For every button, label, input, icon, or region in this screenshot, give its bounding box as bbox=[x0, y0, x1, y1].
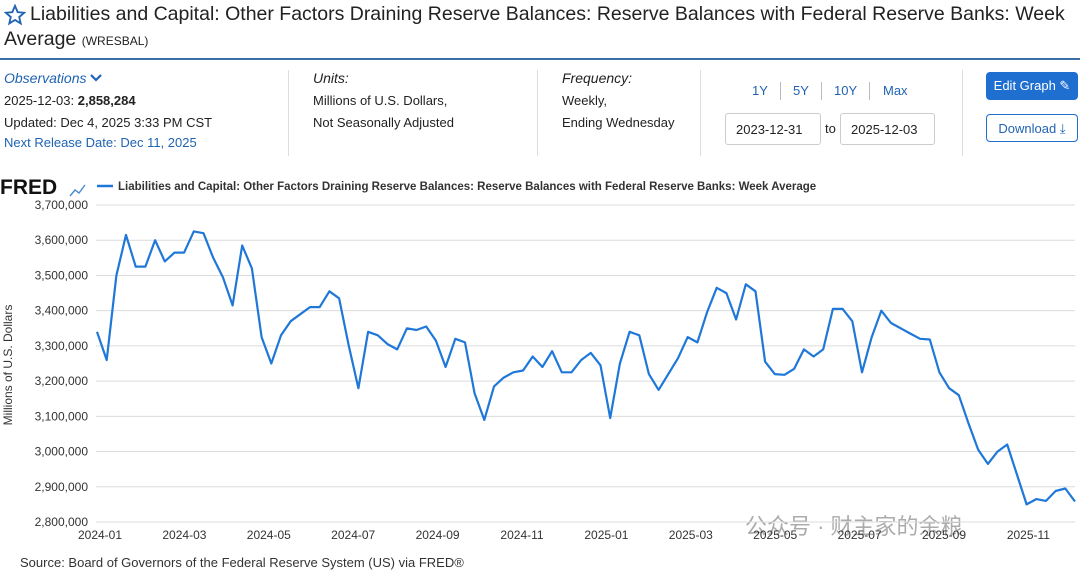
x-tick-label: 2024-05 bbox=[247, 528, 291, 542]
download-button[interactable]: Download ⤓ bbox=[986, 114, 1078, 142]
y-tick-label: 3,100,000 bbox=[35, 409, 89, 423]
page-title: Liabilities and Capital: Other Factors D… bbox=[4, 2, 1078, 54]
y-axis-label: Millions of U.S. Dollars bbox=[1, 305, 15, 426]
units-line: Millions of U.S. Dollars, bbox=[313, 93, 448, 108]
divider bbox=[537, 70, 538, 156]
start-date-input[interactable]: 2023-12-31 bbox=[725, 113, 821, 145]
divider bbox=[962, 70, 963, 156]
x-tick-label: 2024-11 bbox=[500, 528, 543, 542]
divider bbox=[288, 70, 289, 156]
data-line bbox=[95, 230, 1076, 506]
obs-value: 2,858,284 bbox=[77, 93, 136, 108]
x-tick-label: 2024-03 bbox=[162, 528, 206, 542]
x-tick-label: 2025-01 bbox=[584, 528, 628, 542]
series-id: (WRESBAL) bbox=[81, 34, 149, 48]
title-rule bbox=[0, 58, 1080, 60]
units-label: Units: bbox=[313, 70, 349, 86]
title-text: Liabilities and Capital: Other Factors D… bbox=[4, 3, 1065, 50]
frequency-label: Frequency: bbox=[562, 70, 633, 86]
watermark: 公众号 · 财主家的余粮 bbox=[745, 514, 963, 539]
updated: Updated: Dec 4, 2025 3:33 PM CST bbox=[4, 115, 213, 130]
y-tick-label: 3,700,000 bbox=[35, 198, 89, 212]
fred-logo: FRED bbox=[0, 176, 57, 199]
latest-observation: 2025-12-03: 2,858,284 bbox=[4, 90, 136, 112]
end-date-input[interactable]: 2025-12-03 bbox=[840, 113, 935, 145]
obs-date: 2025-12-03: bbox=[4, 93, 75, 108]
y-tick-label: 3,600,000 bbox=[35, 233, 89, 247]
divider bbox=[700, 70, 701, 156]
x-tick-label: 2025-09 bbox=[922, 528, 966, 542]
y-tick-label: 3,400,000 bbox=[35, 304, 89, 318]
x-tick-label: 2024-01 bbox=[78, 528, 122, 542]
x-tick-label: 2024-09 bbox=[416, 528, 460, 542]
button-text: Edit Graph bbox=[993, 78, 1056, 93]
range-button[interactable]: 1Y bbox=[740, 82, 781, 100]
next-release[interactable]: Next Release Date: Dec 11, 2025 bbox=[4, 135, 197, 150]
legend-label: Liabilities and Capital: Other Factors D… bbox=[118, 181, 816, 193]
range-to: to bbox=[825, 121, 836, 136]
observations-link[interactable]: Observations bbox=[4, 70, 103, 86]
x-tick-label: 2025-07 bbox=[838, 528, 882, 542]
x-tick-label: 2025-03 bbox=[669, 528, 713, 542]
y-tick-label: 2,900,000 bbox=[35, 480, 89, 494]
units-line: Not Seasonally Adjusted bbox=[313, 115, 454, 130]
x-tick-label: 2025-05 bbox=[753, 528, 797, 542]
range-button[interactable]: 5Y bbox=[781, 82, 822, 100]
y-tick-label: 3,200,000 bbox=[35, 374, 89, 388]
x-tick-label: 2025-11 bbox=[1007, 528, 1050, 542]
observations-label: Observations bbox=[4, 70, 87, 86]
range-button[interactable]: 10Y bbox=[822, 82, 871, 100]
button-text: Download bbox=[998, 121, 1057, 136]
source: Source: Board of Governors of the Federa… bbox=[20, 555, 464, 570]
y-tick-label: 3,300,000 bbox=[35, 339, 89, 353]
logo-icon bbox=[69, 184, 86, 197]
frequency-line: Ending Wednesday bbox=[562, 115, 675, 130]
star-icon[interactable] bbox=[4, 4, 26, 26]
range-button[interactable]: Max bbox=[883, 83, 908, 98]
y-tick-label: 3,000,000 bbox=[35, 445, 89, 459]
chevron bbox=[90, 74, 103, 82]
x-tick-label: 2024-07 bbox=[331, 528, 375, 542]
edit-graph-button[interactable]: Edit Graph ✎ bbox=[986, 72, 1078, 100]
chart: FRED Millions of U.S. Dollars Source: Bo… bbox=[0, 176, 1076, 570]
frequency-line: Weekly, bbox=[562, 93, 608, 108]
y-tick-label: 2,800,000 bbox=[35, 515, 89, 529]
y-tick-label: 3,500,000 bbox=[35, 268, 89, 282]
